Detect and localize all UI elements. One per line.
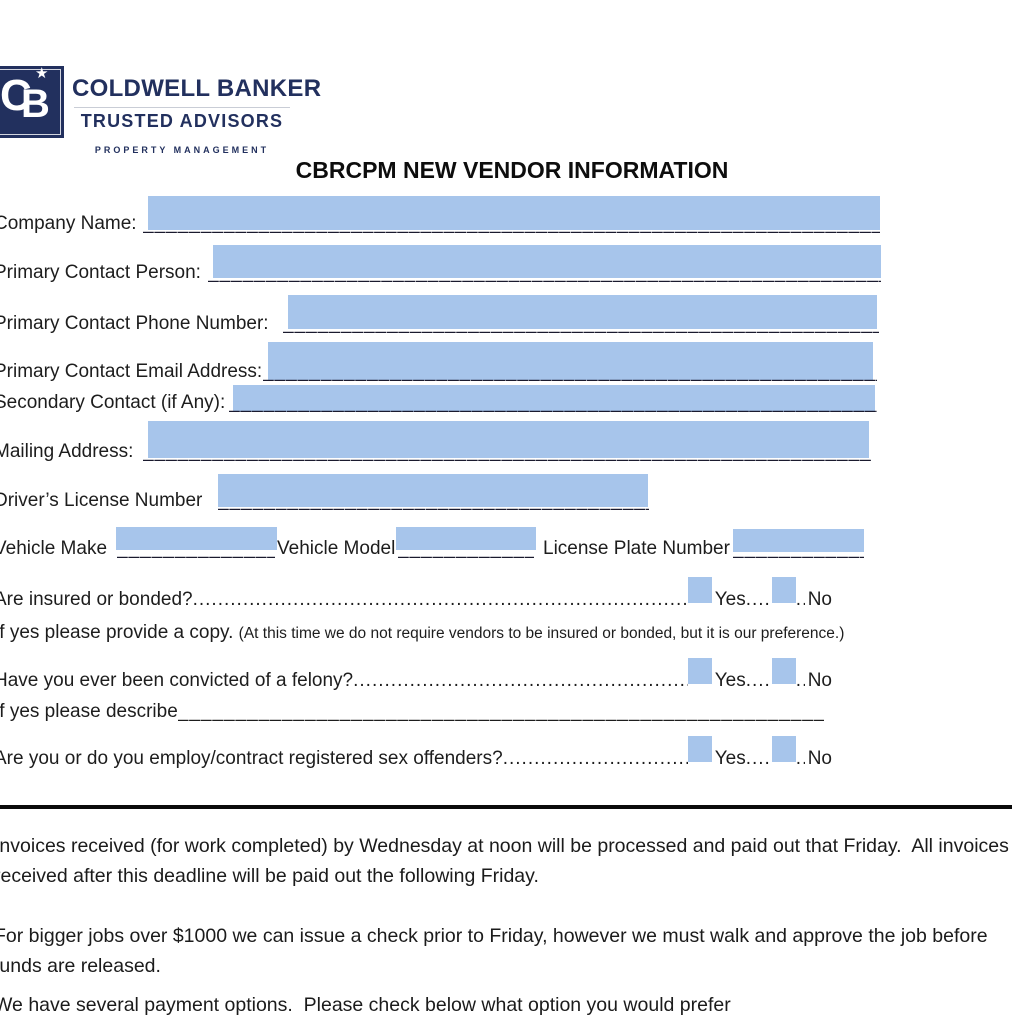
primary-contact-email-underline: ________________________________________… — [263, 361, 877, 382]
vehicle-model-input[interactable] — [396, 527, 536, 550]
felony-describe-underline[interactable]: ________________________________________… — [177, 701, 824, 722]
insured-bonded-text: Are insured or bonded? — [0, 589, 193, 610]
insured-no-checkbox[interactable] — [771, 577, 796, 603]
felony-describe-row: If yes please describe _________________… — [0, 700, 824, 724]
mailing-address-label: Mailing Address: — [0, 441, 134, 462]
insured-no-label: No — [807, 589, 832, 610]
felony-no-label: No — [807, 670, 832, 691]
brand-tagline: PROPERTY MANAGEMENT — [94, 145, 270, 155]
question-sex-offenders: Are you or do you employ/contract regist… — [0, 736, 832, 771]
secondary-contact-label: Secondary Contact (if Any): — [0, 392, 226, 413]
primary-contact-email-label: Primary Contact Email Address: — [0, 361, 263, 382]
insurance-copy-note-main: If yes please provide a copy. — [0, 622, 239, 643]
dotted-leader: ........................................… — [353, 670, 688, 691]
primary-contact-email-input[interactable] — [268, 342, 873, 380]
primary-contact-phone-label: Primary Contact Phone Number: — [0, 313, 269, 334]
cb-monogram-c: C — [0, 71, 32, 120]
felony-describe-label: If yes please describe — [0, 701, 178, 722]
payment-options-paragraph: We have several payment options. Please … — [0, 994, 731, 1016]
drivers-license-input[interactable] — [218, 474, 648, 507]
insurance-copy-note: If yes please provide a copy. (At this t… — [0, 621, 844, 646]
offenders-no-checkbox[interactable] — [771, 736, 796, 762]
insurance-copy-note-detail: (At this time we do not require vendors … — [238, 625, 845, 642]
license-plate-input[interactable] — [733, 529, 864, 552]
company-name-input[interactable] — [148, 196, 880, 230]
question-insured-bonded: Are insured or bonded? .................… — [0, 577, 832, 612]
star-icon: ★ — [35, 65, 49, 82]
insured-yes-label: Yes — [714, 589, 746, 610]
offenders-yes-checkbox[interactable] — [687, 736, 712, 762]
offenders-yes-label: Yes — [714, 748, 746, 769]
brand-rule — [74, 107, 290, 108]
brand-subtitle: TRUSTED ADVISORS — [80, 111, 284, 131]
dotted-leader: ........................................… — [192, 589, 688, 610]
felony-yes-checkbox[interactable] — [687, 658, 712, 684]
form-title: CBRCPM NEW VENDOR INFORMATION — [295, 157, 729, 183]
brand-name: COLDWELL BANKER — [72, 75, 322, 102]
license-plate-underline: ________________________________________… — [733, 538, 864, 559]
drivers-license-label: Driver’s License Number — [0, 490, 203, 511]
primary-contact-phone-input[interactable] — [288, 295, 877, 329]
cb-monogram-b: B — [21, 82, 50, 126]
insured-yes-checkbox[interactable] — [687, 577, 712, 603]
question-felony: Have you ever been convicted of a felony… — [0, 658, 832, 693]
offenders-no-label: No — [807, 748, 832, 769]
dotted-leader: ........................................… — [745, 748, 772, 769]
invoices-paragraph: Invoices received (for work completed) b… — [0, 835, 1009, 887]
coldwell-banker-logo: C B ★ — [0, 66, 64, 138]
primary-contact-person-label: Primary Contact Person: — [0, 262, 201, 283]
felony-yes-label: Yes — [714, 670, 746, 691]
sex-offenders-text: Are you or do you employ/contract regist… — [0, 748, 503, 769]
secondary-contact-input[interactable] — [233, 385, 875, 412]
license-plate-label: License Plate Number — [543, 538, 730, 559]
dotted-leader: ........................................… — [502, 748, 688, 769]
dotted-leader: ........................................… — [795, 670, 805, 691]
vehicle-make-label: Vehicle Make — [0, 538, 108, 559]
logo-inner-border — [0, 69, 61, 135]
vehicle-make-input[interactable] — [116, 527, 277, 550]
dotted-leader: ........................................… — [795, 589, 805, 610]
company-name-underline: ________________________________________… — [143, 213, 880, 234]
vehicle-make-underline: ________________________________________… — [117, 538, 275, 559]
drivers-license-underline: ________________________________________… — [218, 490, 649, 511]
felony-no-checkbox[interactable] — [771, 658, 796, 684]
mailing-address-input[interactable] — [148, 421, 869, 458]
mailing-address-underline: ________________________________________… — [143, 441, 871, 462]
felony-text: Have you ever been convicted of a felony… — [0, 670, 354, 691]
section-divider — [0, 805, 1012, 809]
dotted-leader: ........................................… — [795, 748, 805, 769]
vehicle-model-label: Vehicle Model — [277, 538, 396, 559]
vehicle-model-underline: ________________________________________… — [398, 538, 534, 559]
primary-contact-person-underline: ________________________________________… — [208, 262, 881, 283]
secondary-contact-underline: ________________________________________… — [229, 392, 877, 413]
brand-lockup: COLDWELL BANKER TRUSTED ADVISORS PROPERT… — [72, 75, 322, 155]
big-jobs-paragraph: For bigger jobs over $1000 we can issue … — [0, 925, 988, 977]
company-name-label: Company Name: — [0, 213, 137, 234]
primary-contact-person-input[interactable] — [213, 245, 881, 278]
dotted-leader: ........................................… — [745, 589, 772, 610]
dotted-leader: ........................................… — [745, 670, 772, 691]
primary-contact-phone-underline: ________________________________________… — [283, 313, 879, 334]
